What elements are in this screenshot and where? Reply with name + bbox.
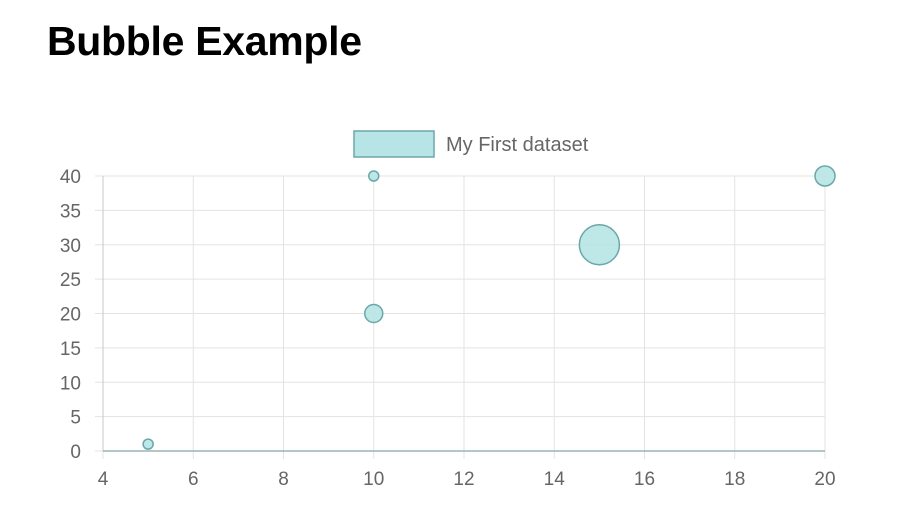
chart-axes <box>102 176 825 452</box>
x-tick-label: 4 <box>98 469 109 490</box>
legend-swatch <box>353 130 435 158</box>
x-tick-label: 6 <box>188 469 199 490</box>
y-tick-label: 25 <box>60 270 81 291</box>
y-tick-label: 30 <box>60 236 81 257</box>
chart-tick-labels: 4 6 8 10 12 14 16 18 20 0 5 10 15 20 25 30 35 40 <box>60 167 836 490</box>
x-tick-label: 18 <box>724 469 745 490</box>
bubble-point <box>364 303 384 324</box>
legend-label: My First dataset <box>446 134 589 156</box>
bubble-point <box>814 165 836 187</box>
x-tick-label: 10 <box>363 469 384 490</box>
y-tick-label: 15 <box>60 339 81 360</box>
x-tick-label: 16 <box>634 469 655 490</box>
bubble-point <box>368 170 380 182</box>
y-tick-label: 20 <box>60 305 81 326</box>
y-tick-label: 35 <box>60 201 81 222</box>
x-tick-label: 20 <box>814 469 835 490</box>
x-tick-label: 12 <box>453 469 474 490</box>
x-tick-label: 8 <box>278 469 289 490</box>
y-tick-label: 5 <box>70 408 81 429</box>
chart-grid <box>95 175 826 459</box>
y-tick-label: 0 <box>70 442 81 463</box>
chart-bubbles <box>142 165 836 450</box>
y-tick-label: 10 <box>60 373 81 394</box>
y-tick-label: 40 <box>60 167 81 188</box>
chart-legend[interactable]: My First dataset <box>353 130 589 158</box>
page-title: Bubble Example <box>47 18 362 64</box>
x-tick-label: 14 <box>544 469 566 490</box>
bubble-point <box>578 224 621 266</box>
bubble-point <box>142 438 154 450</box>
